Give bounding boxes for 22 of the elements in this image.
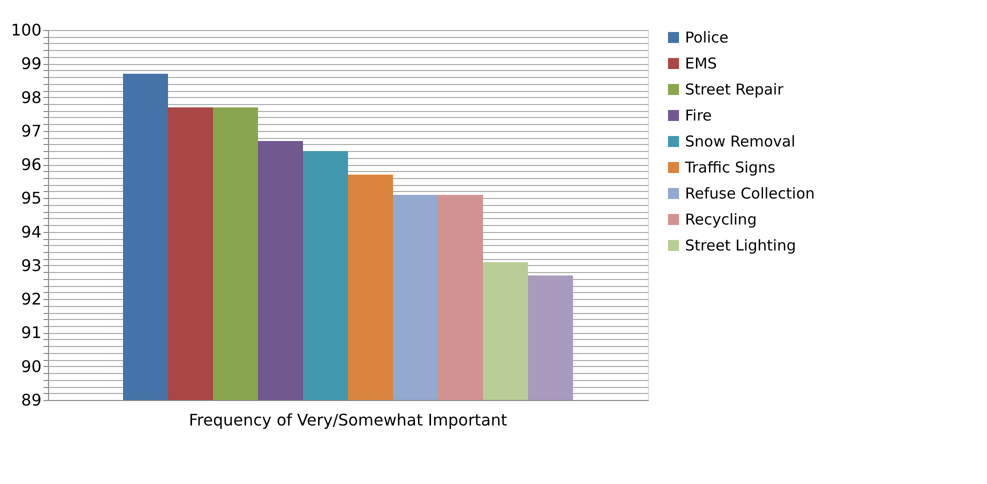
x-tick-label: Frequency of Very/Somewhat Important	[188, 410, 508, 430]
legend-label: EMS	[685, 54, 717, 72]
legend-label: Street Lighting	[685, 236, 796, 254]
legend-label: Police	[685, 28, 728, 46]
y-tick-label: 98	[21, 88, 42, 107]
y-tick-label: 100	[10, 20, 42, 40]
y-tick-label: 99	[21, 54, 42, 74]
y-tick-label: 89	[21, 390, 42, 410]
legend-label: Recycling	[685, 210, 757, 228]
y-tick-label: 90	[21, 356, 42, 376]
y-tick-label: 95	[21, 188, 42, 208]
y-tick-label: 91	[21, 323, 42, 342]
legend-label: Street Repair	[685, 80, 784, 98]
y-tick-label: 92	[21, 290, 42, 309]
legend-label: Snow Removal	[685, 132, 796, 150]
y-tick-label: 93	[21, 256, 42, 275]
y-tick-label: 94	[21, 222, 42, 242]
legend-label: Fire	[685, 106, 712, 124]
y-tick-label: 97	[21, 121, 42, 140]
legend-label: Traffic Signs	[684, 158, 776, 176]
y-tick-label: 96	[21, 155, 42, 174]
legend-label: Refuse Collection	[685, 184, 815, 202]
